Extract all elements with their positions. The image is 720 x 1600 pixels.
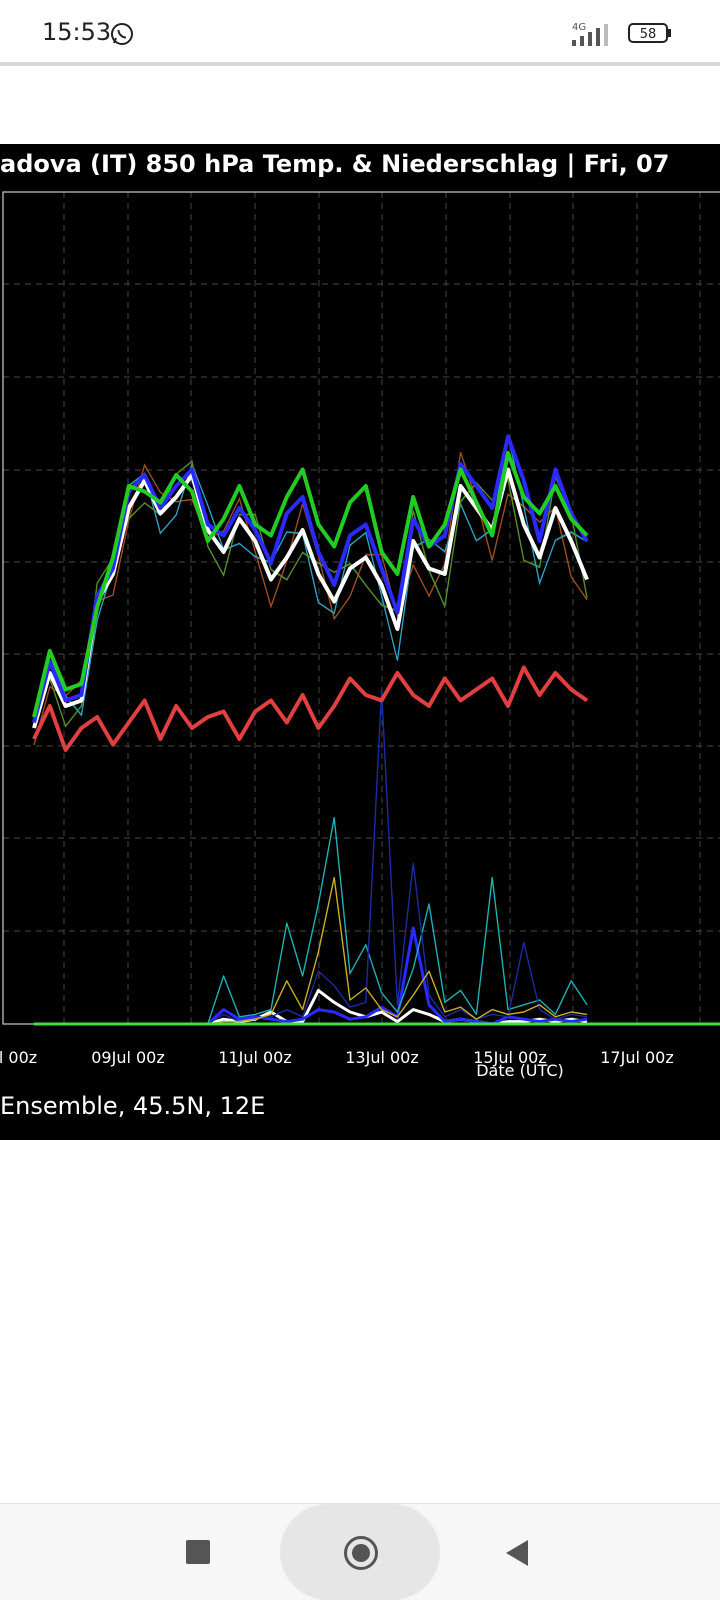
- battery-level: 58: [640, 27, 657, 42]
- battery-icon: 58: [628, 23, 671, 43]
- signal-icon: 4G: [572, 22, 608, 46]
- home-button[interactable]: [344, 1536, 378, 1570]
- back-button[interactable]: [506, 1540, 528, 1566]
- navigation-bar: [0, 1504, 720, 1600]
- precip-series-4: [34, 876, 588, 1025]
- recent-apps-button[interactable]: [186, 1540, 210, 1564]
- chart-panel[interactable]: adova (IT) 850 hPa Temp. & Niederschlag …: [0, 144, 720, 1140]
- nav-divider: [0, 1503, 720, 1504]
- x-axis-label: Date (UTC): [476, 1061, 564, 1080]
- x-tick-label-5: 17Jul 00z: [600, 1048, 674, 1067]
- status-bar: 15:53 4G 58: [0, 0, 720, 64]
- chart-svg: l 00z 09Jul 00z 11Jul 00z 13Jul 00z 15Jul 00…: [0, 191, 720, 1080]
- x-tick-label-0: l 00z: [0, 1048, 37, 1067]
- x-tick-label-2: 11Jul 00z: [218, 1048, 292, 1067]
- temp-series-2: [32, 451, 589, 718]
- plot-frame: [2, 191, 720, 1025]
- toolbar-divider: [0, 62, 720, 66]
- x-tick-label-1: 09Jul 00z: [91, 1048, 165, 1067]
- status-time: 15:53: [42, 18, 112, 46]
- x-tick-label-4: 15Jul 00z: [473, 1048, 547, 1067]
- x-tick-label-3: 13Jul 00z: [345, 1048, 419, 1067]
- whatsapp-icon: [111, 23, 133, 45]
- chart-footnote: Ensemble, 45.5N, 12E: [0, 1092, 266, 1120]
- network-label: 4G: [572, 22, 586, 33]
- temp-series-3: [32, 665, 589, 752]
- chart-title: adova (IT) 850 hPa Temp. & Niederschlag …: [0, 150, 670, 178]
